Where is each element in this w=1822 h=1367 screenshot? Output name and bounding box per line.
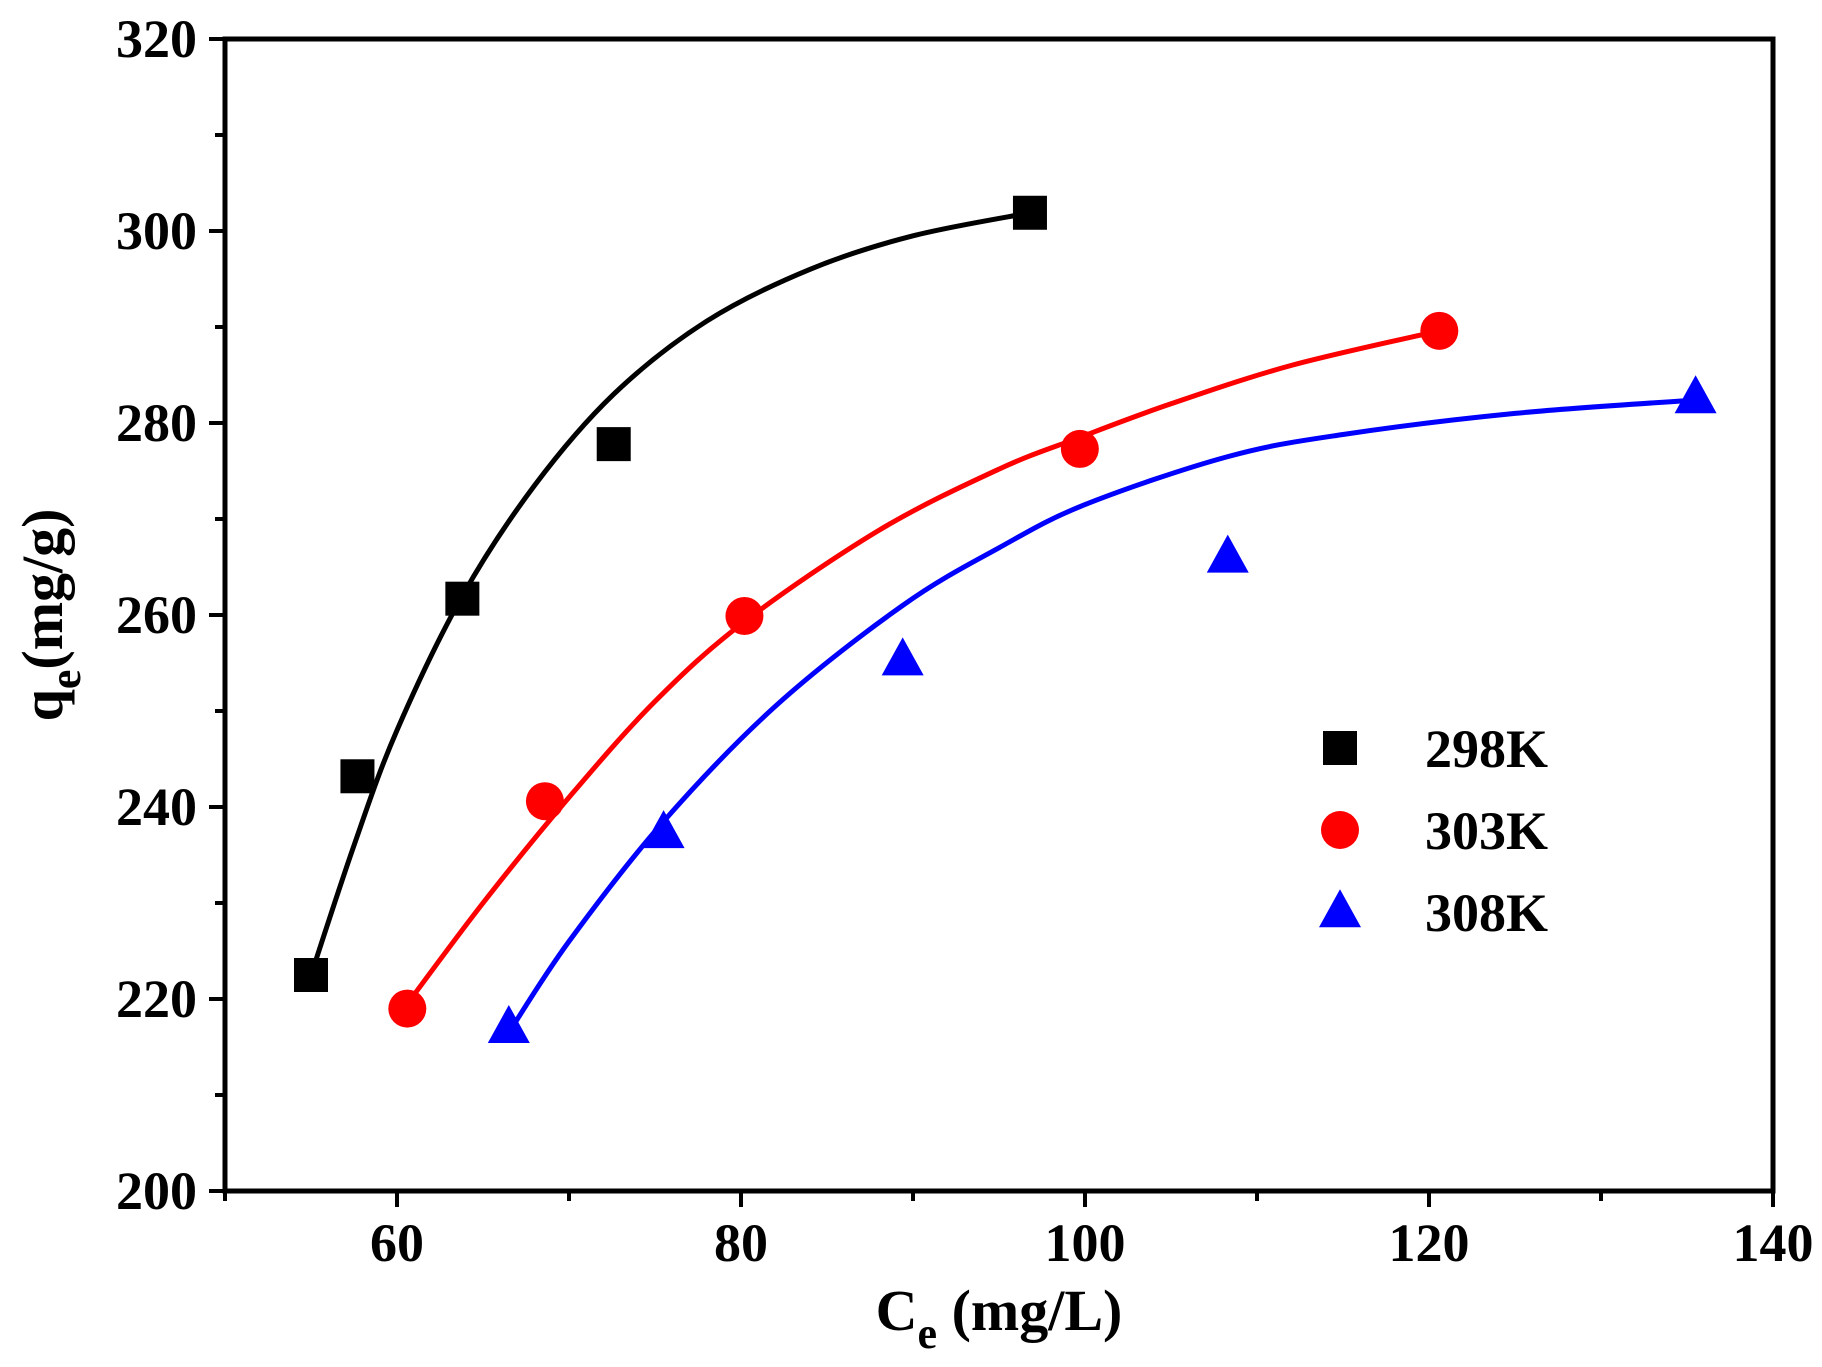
legend-marker-308K: [1319, 889, 1361, 928]
data-point-308K: [1674, 375, 1717, 414]
data-point-298K: [340, 759, 375, 794]
data-point-303K: [388, 989, 427, 1028]
axes: 60 80 100 120 140 200 220 240 260 280 300 320: [116, 9, 1814, 1273]
y-tick-label: 280: [116, 393, 197, 453]
data-point-303K: [1420, 311, 1459, 350]
y-tick-label: 200: [116, 1161, 197, 1221]
legend-marker-298K: [1323, 731, 1357, 765]
legend-label-308K: 308K: [1425, 883, 1548, 943]
legend-label-303K: 303K: [1425, 801, 1548, 861]
x-tick-label: 80: [714, 1213, 768, 1273]
y-axis-title: qe(mg/g): [10, 509, 90, 722]
y-tick-label: 320: [116, 9, 197, 69]
data-point-298K: [294, 958, 328, 992]
data-point-308K: [1206, 534, 1249, 573]
y-tick-label: 260: [116, 585, 197, 645]
data-point-308K: [487, 1005, 530, 1043]
data-point-298K: [596, 427, 631, 462]
x-tick-label: 100: [1045, 1213, 1126, 1273]
x-axis-title: Ce (mg/L): [876, 1278, 1123, 1358]
data-point-303K: [525, 782, 564, 821]
data-point-303K: [725, 596, 764, 635]
data-point-308K: [642, 810, 685, 849]
fit-curve-308K: [506, 397, 1699, 1036]
data-point-298K: [445, 581, 480, 616]
x-tick-label: 120: [1389, 1213, 1470, 1273]
legend: 298K 303K 308K: [1319, 719, 1548, 943]
legend-marker-303K: [1321, 811, 1359, 849]
data-point-303K: [1060, 429, 1099, 468]
y-tick-label: 220: [116, 969, 197, 1029]
y-tick-label: 300: [116, 201, 197, 261]
x-tick-label: 140: [1733, 1213, 1814, 1273]
data-point-308K: [881, 637, 924, 676]
y-tick-label: 240: [116, 777, 197, 837]
x-tick-label: 60: [370, 1213, 424, 1273]
legend-label-298K: 298K: [1425, 719, 1548, 779]
data-point-298K: [1012, 195, 1047, 230]
fit-curve-303K: [404, 328, 1442, 1007]
data-points: [294, 195, 1717, 1043]
